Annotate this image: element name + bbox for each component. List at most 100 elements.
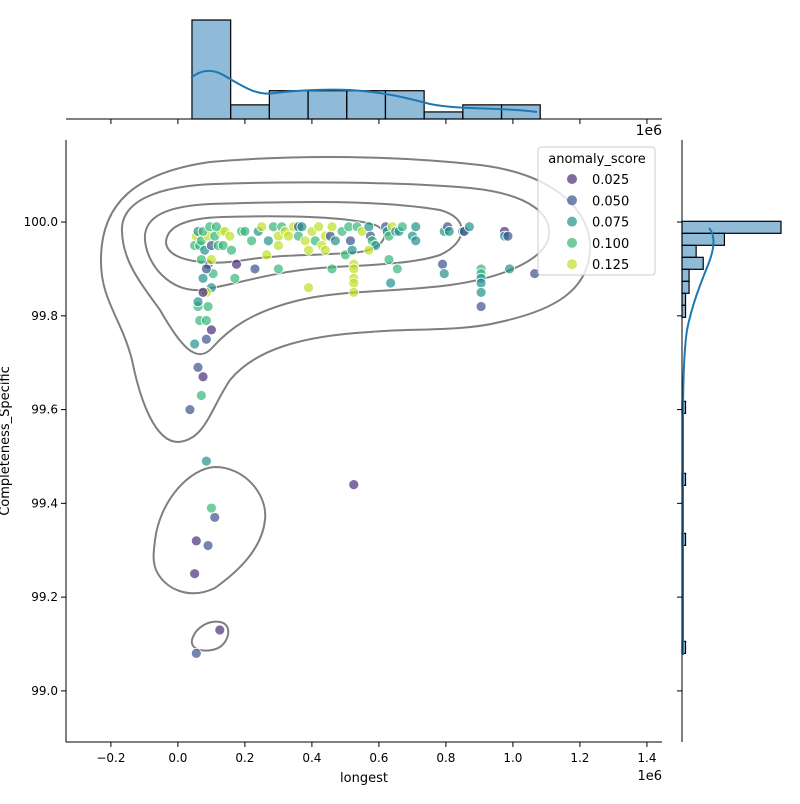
scatter-point bbox=[463, 221, 475, 233]
scatter-point bbox=[231, 258, 242, 270]
scatter-points bbox=[184, 221, 541, 659]
scatter-point bbox=[303, 244, 314, 256]
scatter-point bbox=[209, 512, 221, 523]
right-hist-bar bbox=[681, 292, 687, 306]
kde-contour-6 bbox=[190, 620, 230, 652]
scatter-point bbox=[391, 263, 403, 275]
scatter-point bbox=[200, 333, 212, 345]
scatter-point bbox=[226, 244, 237, 256]
scatter-point bbox=[363, 244, 375, 256]
x-tick-label: 0.0 bbox=[168, 751, 187, 765]
scatter-point bbox=[475, 301, 487, 312]
scatter-point bbox=[438, 268, 450, 280]
scatter-point bbox=[211, 221, 222, 233]
right-hist-bar bbox=[681, 280, 690, 294]
scatter-point bbox=[189, 338, 201, 350]
y-axis-ticks: 99.0 99.2 99.4 99.6 99.8 100.0 bbox=[24, 215, 66, 698]
scatter-point bbox=[502, 230, 514, 242]
scatter-point bbox=[299, 235, 311, 247]
legend-label: 0.125 bbox=[592, 258, 629, 273]
scatter-point bbox=[283, 230, 294, 242]
x-tick-label: 1.2 bbox=[570, 751, 589, 765]
scatter-point bbox=[396, 221, 408, 233]
right-marginal-histogram bbox=[681, 220, 782, 654]
scatter-point bbox=[202, 301, 214, 312]
scatter-point bbox=[348, 479, 360, 491]
x-tick-label: 0.8 bbox=[436, 751, 455, 765]
scatter-point bbox=[246, 235, 258, 247]
scatter-point bbox=[348, 286, 360, 298]
legend-label: 0.075 bbox=[592, 216, 629, 231]
legend-marker bbox=[567, 174, 577, 184]
right-hist-bar bbox=[681, 256, 704, 270]
scatter-point bbox=[197, 371, 209, 383]
scatter-point bbox=[296, 221, 308, 233]
scatter-point bbox=[195, 254, 207, 265]
x-axis-ticks: −0.2 0.0 0.2 0.4 0.6 0.8 1.0 1.2 1.4 bbox=[96, 742, 656, 765]
scatter-point bbox=[326, 263, 338, 275]
x-tick-label: 1.4 bbox=[637, 751, 656, 765]
scatter-point bbox=[348, 277, 360, 289]
scatter-point bbox=[205, 502, 217, 514]
x-axis-label: longest bbox=[340, 771, 388, 786]
right-marginal-ticks bbox=[677, 221, 682, 692]
scatter-point bbox=[313, 221, 325, 233]
scatter-point bbox=[410, 235, 422, 247]
scatter-point bbox=[190, 535, 202, 547]
scatter-point bbox=[214, 624, 226, 636]
legend-marker bbox=[567, 259, 577, 270]
legend-marker bbox=[567, 216, 577, 227]
scatter-point bbox=[249, 263, 261, 275]
x-tick-label: −0.2 bbox=[96, 751, 125, 765]
legend-label: 0.100 bbox=[592, 237, 629, 252]
kde-contour-5 bbox=[152, 465, 267, 595]
scatter-point bbox=[273, 240, 284, 251]
y-tick-label: 99.2 bbox=[31, 590, 58, 604]
legend-entries: 0.025 0.050 0.075 0.100 0.125 bbox=[567, 173, 629, 273]
scatter-point bbox=[202, 540, 214, 551]
x-offset-label: 1e6 bbox=[637, 769, 662, 784]
scatter-point bbox=[189, 568, 201, 580]
scatter-point bbox=[363, 221, 375, 233]
x-tick-label: 0.6 bbox=[369, 751, 388, 765]
scatter-point bbox=[443, 226, 455, 237]
scatter-point bbox=[197, 286, 209, 298]
kde-contour-1 bbox=[99, 155, 592, 444]
top-hist-bar bbox=[191, 19, 232, 120]
scatter-point bbox=[195, 390, 207, 401]
right-hist-bar bbox=[681, 304, 687, 318]
scatter-point bbox=[262, 235, 274, 247]
scatter-point bbox=[217, 240, 229, 251]
scatter-point bbox=[303, 282, 314, 294]
scatter-point bbox=[475, 277, 487, 289]
scatter-point bbox=[192, 296, 204, 308]
right-hist-bar bbox=[681, 220, 782, 234]
y-axis-label: Completeness_Specific bbox=[0, 366, 13, 516]
legend-title: anomaly_score bbox=[548, 152, 646, 167]
scatter-point bbox=[205, 254, 217, 265]
scatter-point bbox=[197, 272, 209, 284]
y-tick-label: 99.8 bbox=[31, 309, 58, 323]
scatter-point bbox=[239, 226, 251, 237]
top-offset-label: 1e6 bbox=[636, 123, 663, 139]
scatter-point bbox=[383, 254, 395, 265]
top-marginal-histogram bbox=[191, 19, 541, 120]
scatter-point bbox=[475, 286, 487, 298]
scatter-point bbox=[504, 263, 515, 275]
scatter-point bbox=[346, 244, 358, 256]
right-kde-curve bbox=[682, 227, 715, 655]
y-tick-label: 99.4 bbox=[31, 496, 58, 510]
y-tick-label: 99.6 bbox=[31, 403, 58, 417]
scatter-point bbox=[200, 315, 212, 326]
scatter-point bbox=[192, 361, 204, 373]
scatter-point bbox=[345, 235, 356, 247]
legend-marker bbox=[567, 237, 577, 248]
top-hist-bar bbox=[230, 104, 270, 120]
top-hist-bar bbox=[307, 90, 348, 120]
scatter-point bbox=[184, 404, 196, 415]
scatter-point bbox=[273, 263, 284, 275]
x-tick-label: 1.0 bbox=[503, 751, 522, 765]
scatter-point bbox=[261, 249, 273, 261]
scatter-point bbox=[229, 272, 241, 284]
